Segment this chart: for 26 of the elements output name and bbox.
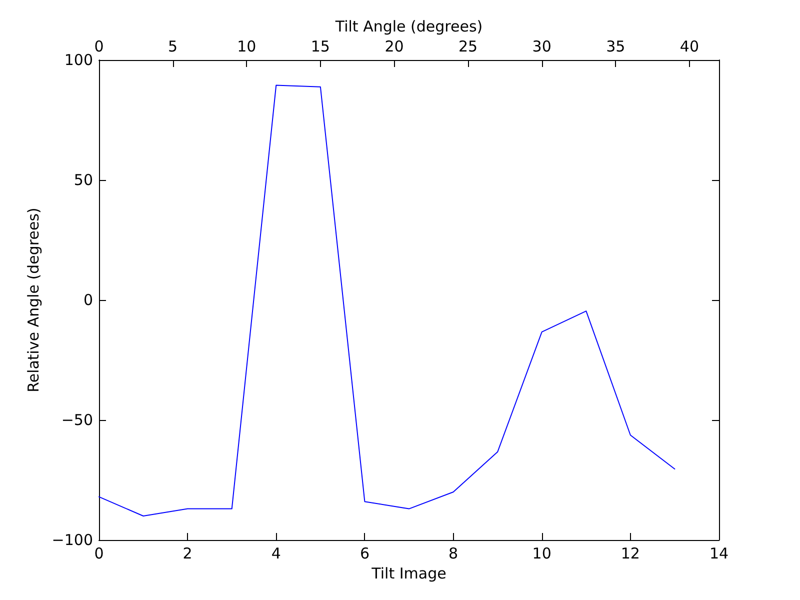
x-tick-label: 0 bbox=[94, 544, 104, 562]
x2-tick-label: 40 bbox=[680, 38, 700, 56]
y-tick-label: −100 bbox=[52, 531, 93, 549]
x2-tick-label: 5 bbox=[168, 38, 178, 56]
x2-tick-label: 35 bbox=[606, 38, 626, 56]
y-tick-label: 0 bbox=[83, 291, 93, 309]
x2-tick-label: 10 bbox=[237, 38, 256, 56]
y-tick-label: 50 bbox=[74, 171, 93, 189]
x-tick-label: 2 bbox=[182, 544, 192, 562]
x2-tick-label: 20 bbox=[384, 38, 404, 56]
line-series bbox=[98, 84, 676, 516]
x2-tick-label: 15 bbox=[310, 38, 330, 56]
x-tick-label: 6 bbox=[360, 544, 370, 562]
x-tick-label: 8 bbox=[448, 544, 458, 562]
y-axis-title: Relative Angle (degrees) bbox=[24, 208, 42, 392]
x2-tick-label: 0 bbox=[94, 38, 104, 56]
x-tick-label: 10 bbox=[532, 544, 552, 562]
x2-tick-label: 30 bbox=[532, 38, 552, 56]
x-tick-label: 12 bbox=[620, 544, 640, 562]
x-axis-title: Tilt Image bbox=[370, 564, 446, 582]
x2-axis-title: Tilt Angle (degrees) bbox=[334, 18, 483, 36]
y-tick-label: −50 bbox=[61, 411, 93, 429]
y-tick-label: 100 bbox=[64, 51, 93, 69]
x2-tick-label: 25 bbox=[458, 38, 478, 56]
x-tick-label: 4 bbox=[271, 544, 281, 562]
x-tick-label: 14 bbox=[709, 544, 729, 562]
